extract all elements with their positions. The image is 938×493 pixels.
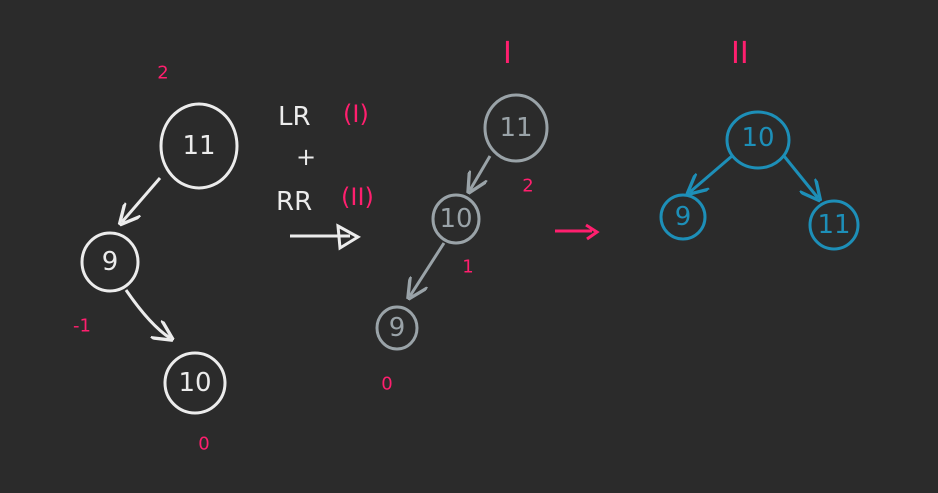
step2-edge-root-left bbox=[690, 154, 733, 192]
operation-notes: LR (I) + RR (II) bbox=[276, 100, 374, 251]
balance-mid-label: -1 bbox=[73, 316, 91, 337]
step2-node-left-circle bbox=[659, 193, 707, 241]
step1-balance-mid: 1 bbox=[462, 257, 473, 278]
original-tree: 2 11 9 -1 10 0 bbox=[73, 63, 239, 455]
node-leaf-label: 10 bbox=[178, 368, 211, 398]
step1-heading: I bbox=[503, 36, 512, 71]
edge-root-mid bbox=[122, 177, 162, 222]
step1-balance-leaf: 0 bbox=[381, 374, 392, 395]
step1-balance-root: 2 bbox=[522, 176, 533, 197]
transition-arrow bbox=[555, 223, 600, 241]
step2-tree: II 10 9 11 bbox=[659, 36, 860, 251]
step2-node-right-circle bbox=[808, 199, 860, 251]
op-plus: + bbox=[296, 143, 316, 171]
node-root-circle bbox=[159, 102, 239, 190]
balance-leaf-label: 0 bbox=[198, 434, 209, 455]
op-arrow-head bbox=[336, 223, 361, 251]
step1-node-leaf-label: 9 bbox=[389, 313, 406, 343]
step2-heading: II bbox=[731, 36, 749, 71]
step1-edge-mid-leaf bbox=[410, 242, 446, 296]
op-line2-prefix: RR bbox=[276, 187, 312, 217]
node-mid-label: 9 bbox=[102, 247, 119, 277]
op-line2-tag: (II) bbox=[341, 183, 374, 211]
step2-node-root-label: 10 bbox=[741, 123, 774, 153]
op-line1-prefix: LR bbox=[278, 102, 311, 132]
step1-tree: I 11 2 10 1 9 0 bbox=[375, 36, 549, 395]
step2-node-root-circle bbox=[725, 110, 791, 170]
step1-node-root-label: 11 bbox=[499, 113, 532, 143]
step1-edge-root-mid bbox=[470, 155, 492, 190]
step1-node-root-circle bbox=[483, 93, 549, 163]
step2-node-left-label: 9 bbox=[675, 202, 692, 232]
op-line1-tag: (I) bbox=[343, 100, 369, 128]
step1-node-mid-label: 10 bbox=[439, 204, 472, 234]
edge-mid-leaf bbox=[124, 289, 170, 338]
step2-edge-root-right bbox=[782, 155, 818, 198]
node-leaf-circle bbox=[163, 351, 227, 415]
node-mid-circle bbox=[80, 231, 140, 293]
step2-node-right-label: 11 bbox=[817, 210, 850, 240]
node-root-label: 11 bbox=[182, 131, 215, 161]
step1-node-leaf-circle bbox=[375, 305, 419, 351]
balance-root-label: 2 bbox=[157, 63, 168, 84]
step1-node-mid-circle bbox=[431, 193, 481, 245]
